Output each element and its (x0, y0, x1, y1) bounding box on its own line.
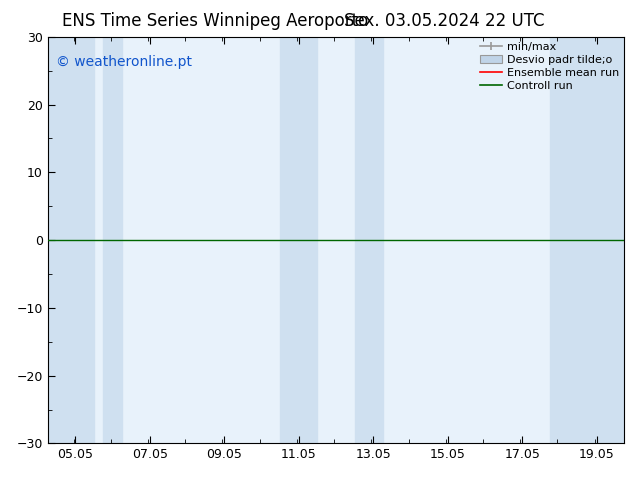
Text: Sex. 03.05.2024 22 UTC: Sex. 03.05.2024 22 UTC (344, 12, 544, 30)
Text: © weatheronline.pt: © weatheronline.pt (56, 55, 192, 69)
Bar (103, 37, 122, 443)
Bar (48, 37, 94, 443)
Bar (280, 37, 318, 443)
Text: ENS Time Series Winnipeg Aeroporto: ENS Time Series Winnipeg Aeroporto (62, 12, 369, 30)
Bar (354, 37, 382, 443)
Legend: min/max, Desvio padr tilde;o, Ensemble mean run, Controll run: min/max, Desvio padr tilde;o, Ensemble m… (478, 40, 621, 93)
Bar (550, 37, 624, 443)
